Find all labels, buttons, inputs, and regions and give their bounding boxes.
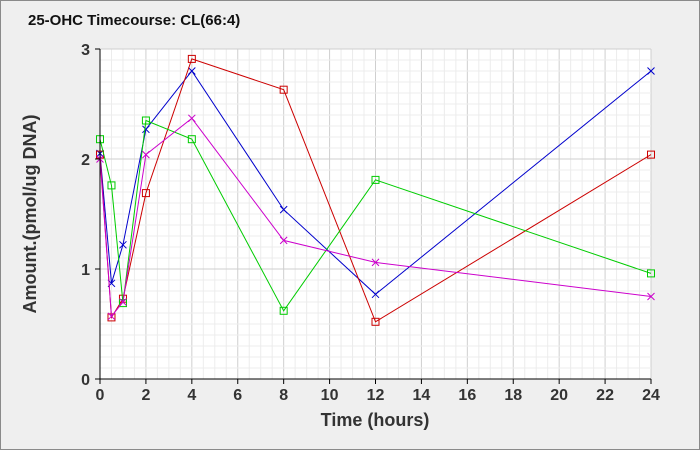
series-3-point: [279, 306, 288, 315]
series-1-point: [371, 290, 380, 299]
x-tick-label: 18: [504, 387, 522, 404]
x-tick-label: 24: [642, 387, 660, 404]
x-tick-label: 20: [550, 387, 568, 404]
x-tick-label: 0: [96, 387, 105, 404]
series-layer: [96, 54, 655, 326]
x-tick-label: 22: [596, 387, 614, 404]
x-tick-label: 10: [321, 387, 339, 404]
series-2-point: [187, 54, 196, 63]
series-2-point: [371, 317, 380, 326]
series-1-point: [647, 67, 655, 75]
y-tick-label: 0: [81, 372, 90, 389]
y-tick-label: 1: [81, 262, 90, 279]
series-4-point: [107, 312, 116, 321]
x-tick-label: 14: [413, 387, 431, 404]
series-3-point: [187, 135, 196, 144]
chart-title: 25-OHC Timecourse: CL(66:4): [28, 12, 240, 29]
series-line-1: [99, 70, 652, 295]
y-tick-label: 2: [81, 152, 90, 169]
series-2-point: [647, 150, 655, 159]
series-3-point: [371, 175, 380, 184]
x-axis-label: Time (hours): [321, 410, 430, 430]
grid: [99, 48, 652, 380]
series-2-point: [279, 85, 288, 94]
x-tick-label: 16: [458, 387, 476, 404]
series-1-point: [187, 67, 196, 75]
series-4-point: [371, 258, 380, 267]
series-3-point: [107, 181, 116, 190]
series-1-point: [119, 240, 127, 249]
series-4-point: [187, 114, 196, 123]
series-1-point: [142, 125, 150, 134]
x-tick-label: 6: [233, 387, 242, 404]
x-tick-label: 4: [187, 387, 196, 404]
x-tick-label: 8: [279, 387, 288, 404]
x-tick-label: 2: [141, 387, 150, 404]
series-2-point: [141, 189, 150, 198]
y-tick-label: 3: [81, 42, 90, 59]
series-1-point: [279, 205, 288, 214]
y-axis-label: Amount.(pmol/ug DNA): [20, 115, 40, 314]
series-line-3: [99, 119, 652, 312]
series-4-point: [119, 298, 127, 306]
series-4-point: [279, 236, 288, 245]
series-4-point: [142, 150, 150, 159]
series-3-point: [141, 116, 150, 125]
x-tick-label: 12: [367, 387, 385, 404]
series-3-point: [647, 269, 655, 278]
series-4-point: [647, 292, 655, 301]
